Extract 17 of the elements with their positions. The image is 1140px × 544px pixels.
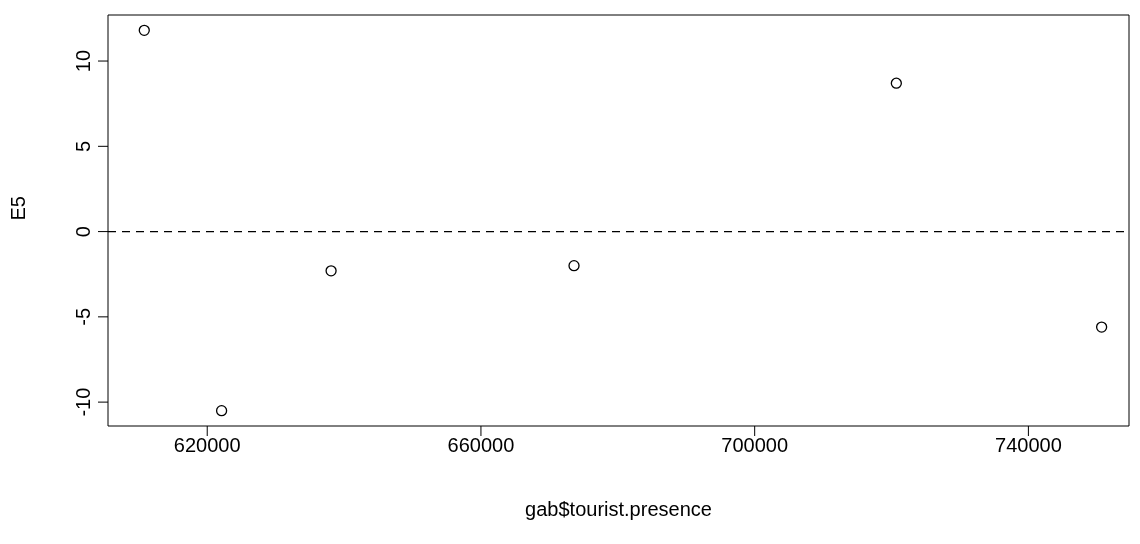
point [890,77,902,89]
point [138,24,150,36]
y-tick-label: -5 [72,307,94,326]
y-tick-label: 0 [72,226,94,238]
y-tick-label: -10 [72,387,94,417]
point [568,260,580,272]
x-axis-title: gab$tourist.presence [525,498,712,520]
point [325,265,337,277]
y-tick-label: 10 [72,49,94,73]
y-axis-title: E5 [7,196,30,221]
x-tick-label: 620000 [173,434,241,457]
y-tick-label: 5 [72,140,94,152]
point [215,405,228,417]
point [1095,321,1108,333]
x-tick-label: 660000 [447,434,515,457]
x-tick-label: 700000 [721,434,789,457]
x-tick-label: 740000 [995,434,1062,457]
